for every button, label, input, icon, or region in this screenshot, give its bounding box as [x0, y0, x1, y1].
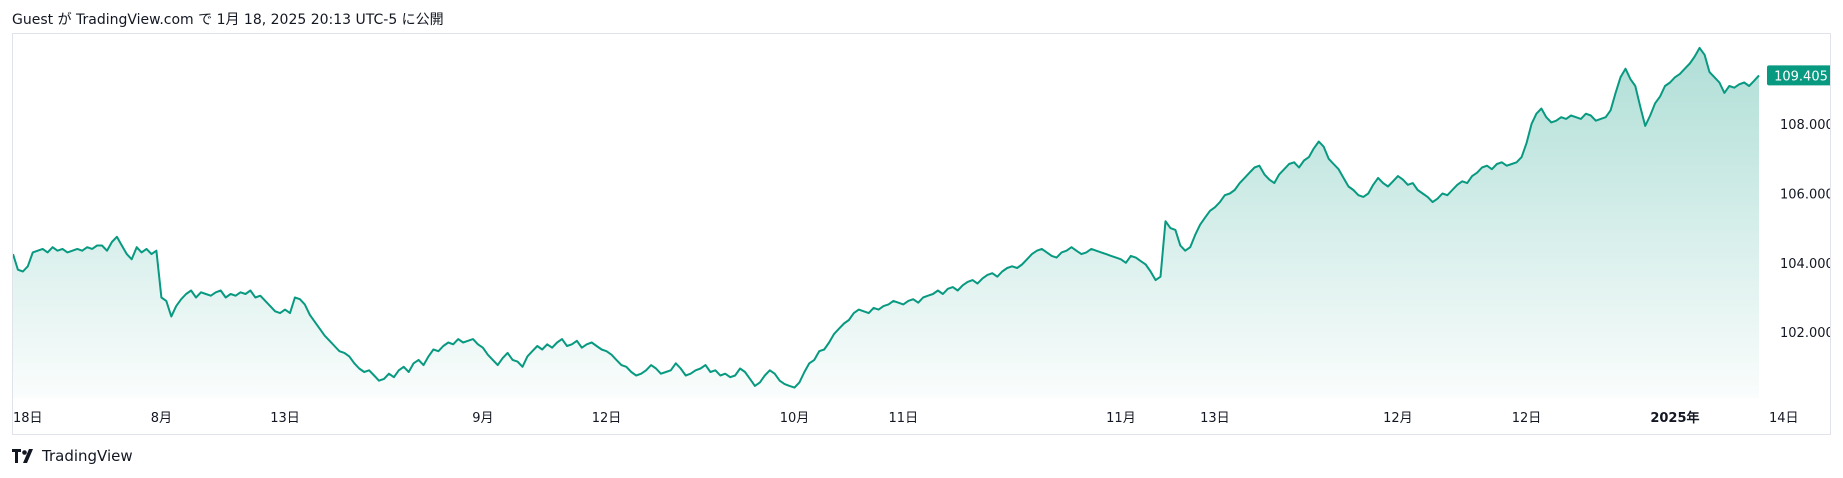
x-tick-label: 13日 — [1200, 411, 1230, 426]
y-tick-label: 104.000 — [1780, 257, 1830, 272]
price-area-fill — [13, 47, 1759, 399]
x-tick-label: 12月 — [1383, 411, 1413, 426]
x-tick-label: 14日 — [1769, 411, 1799, 426]
y-tick-label: 106.000 — [1780, 187, 1830, 202]
x-tick-label: 9月 — [472, 411, 493, 426]
x-tick-label: 13日 — [270, 411, 300, 426]
chart-frame: 102.000 104.000 106.000 108.000 18日 8月 13日 9月 1… — [12, 33, 1831, 435]
price-area-chart[interactable]: 102.000 104.000 106.000 108.000 18日 8月 13日 9月 1… — [13, 34, 1830, 434]
x-tick-label: 11月 — [1106, 411, 1136, 426]
last-price-label: 109.405 — [1774, 69, 1828, 84]
x-tick-label: 10月 — [780, 411, 810, 426]
price-line — [13, 46, 1760, 389]
brand-name[interactable]: TradingView — [42, 447, 133, 465]
last-price-badge — [1767, 65, 1830, 86]
x-tick-label: 18日 — [13, 411, 43, 426]
x-tick-label: 11日 — [889, 411, 919, 426]
x-tick-label: 8月 — [151, 411, 172, 426]
footer: TradingView — [12, 447, 133, 465]
x-tick-label: 12日 — [1512, 411, 1542, 426]
x-tick-label: 12日 — [592, 411, 622, 426]
tradingview-logo-icon[interactable] — [12, 449, 36, 463]
publish-attribution: Guest が TradingView.com で 1月 18, 2025 20… — [12, 12, 444, 28]
x-tick-label: 2025年 — [1650, 410, 1699, 426]
y-tick-label: 108.000 — [1780, 118, 1830, 133]
y-tick-label: 102.000 — [1780, 326, 1830, 341]
